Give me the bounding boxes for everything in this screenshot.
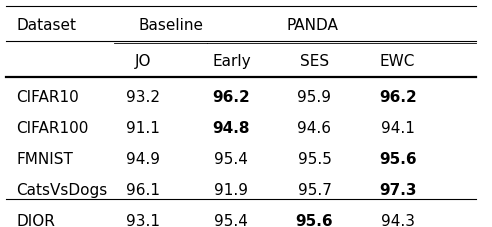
Text: 96.2: 96.2	[379, 90, 417, 104]
Text: 93.2: 93.2	[126, 90, 160, 104]
Text: JO: JO	[135, 54, 152, 69]
Text: 93.1: 93.1	[126, 213, 160, 227]
Text: CatsVsDogs: CatsVsDogs	[16, 182, 107, 197]
Text: 95.7: 95.7	[298, 182, 332, 197]
Text: FMNIST: FMNIST	[16, 151, 73, 166]
Text: 95.6: 95.6	[379, 151, 416, 166]
Text: SES: SES	[300, 54, 329, 69]
Text: Dataset: Dataset	[16, 18, 76, 33]
Text: PANDA: PANDA	[286, 18, 338, 33]
Text: 94.9: 94.9	[126, 151, 160, 166]
Text: 95.4: 95.4	[215, 213, 248, 227]
Text: 91.9: 91.9	[215, 182, 248, 197]
Text: 95.9: 95.9	[298, 90, 332, 104]
Text: 91.1: 91.1	[126, 121, 160, 135]
Text: DIOR: DIOR	[16, 213, 55, 227]
Text: 95.6: 95.6	[296, 213, 333, 227]
Text: CIFAR100: CIFAR100	[16, 121, 89, 135]
Text: CIFAR10: CIFAR10	[16, 90, 79, 104]
Text: Baseline: Baseline	[138, 18, 203, 33]
Text: 94.1: 94.1	[381, 121, 415, 135]
Text: 96.1: 96.1	[126, 182, 160, 197]
Text: EWC: EWC	[380, 54, 415, 69]
Text: 95.4: 95.4	[215, 151, 248, 166]
Text: Early: Early	[212, 54, 250, 69]
Text: 94.8: 94.8	[213, 121, 250, 135]
Text: 95.5: 95.5	[298, 151, 332, 166]
Text: 97.3: 97.3	[379, 182, 416, 197]
Text: 94.3: 94.3	[381, 213, 415, 227]
Text: 94.6: 94.6	[298, 121, 332, 135]
Text: 96.2: 96.2	[213, 90, 250, 104]
